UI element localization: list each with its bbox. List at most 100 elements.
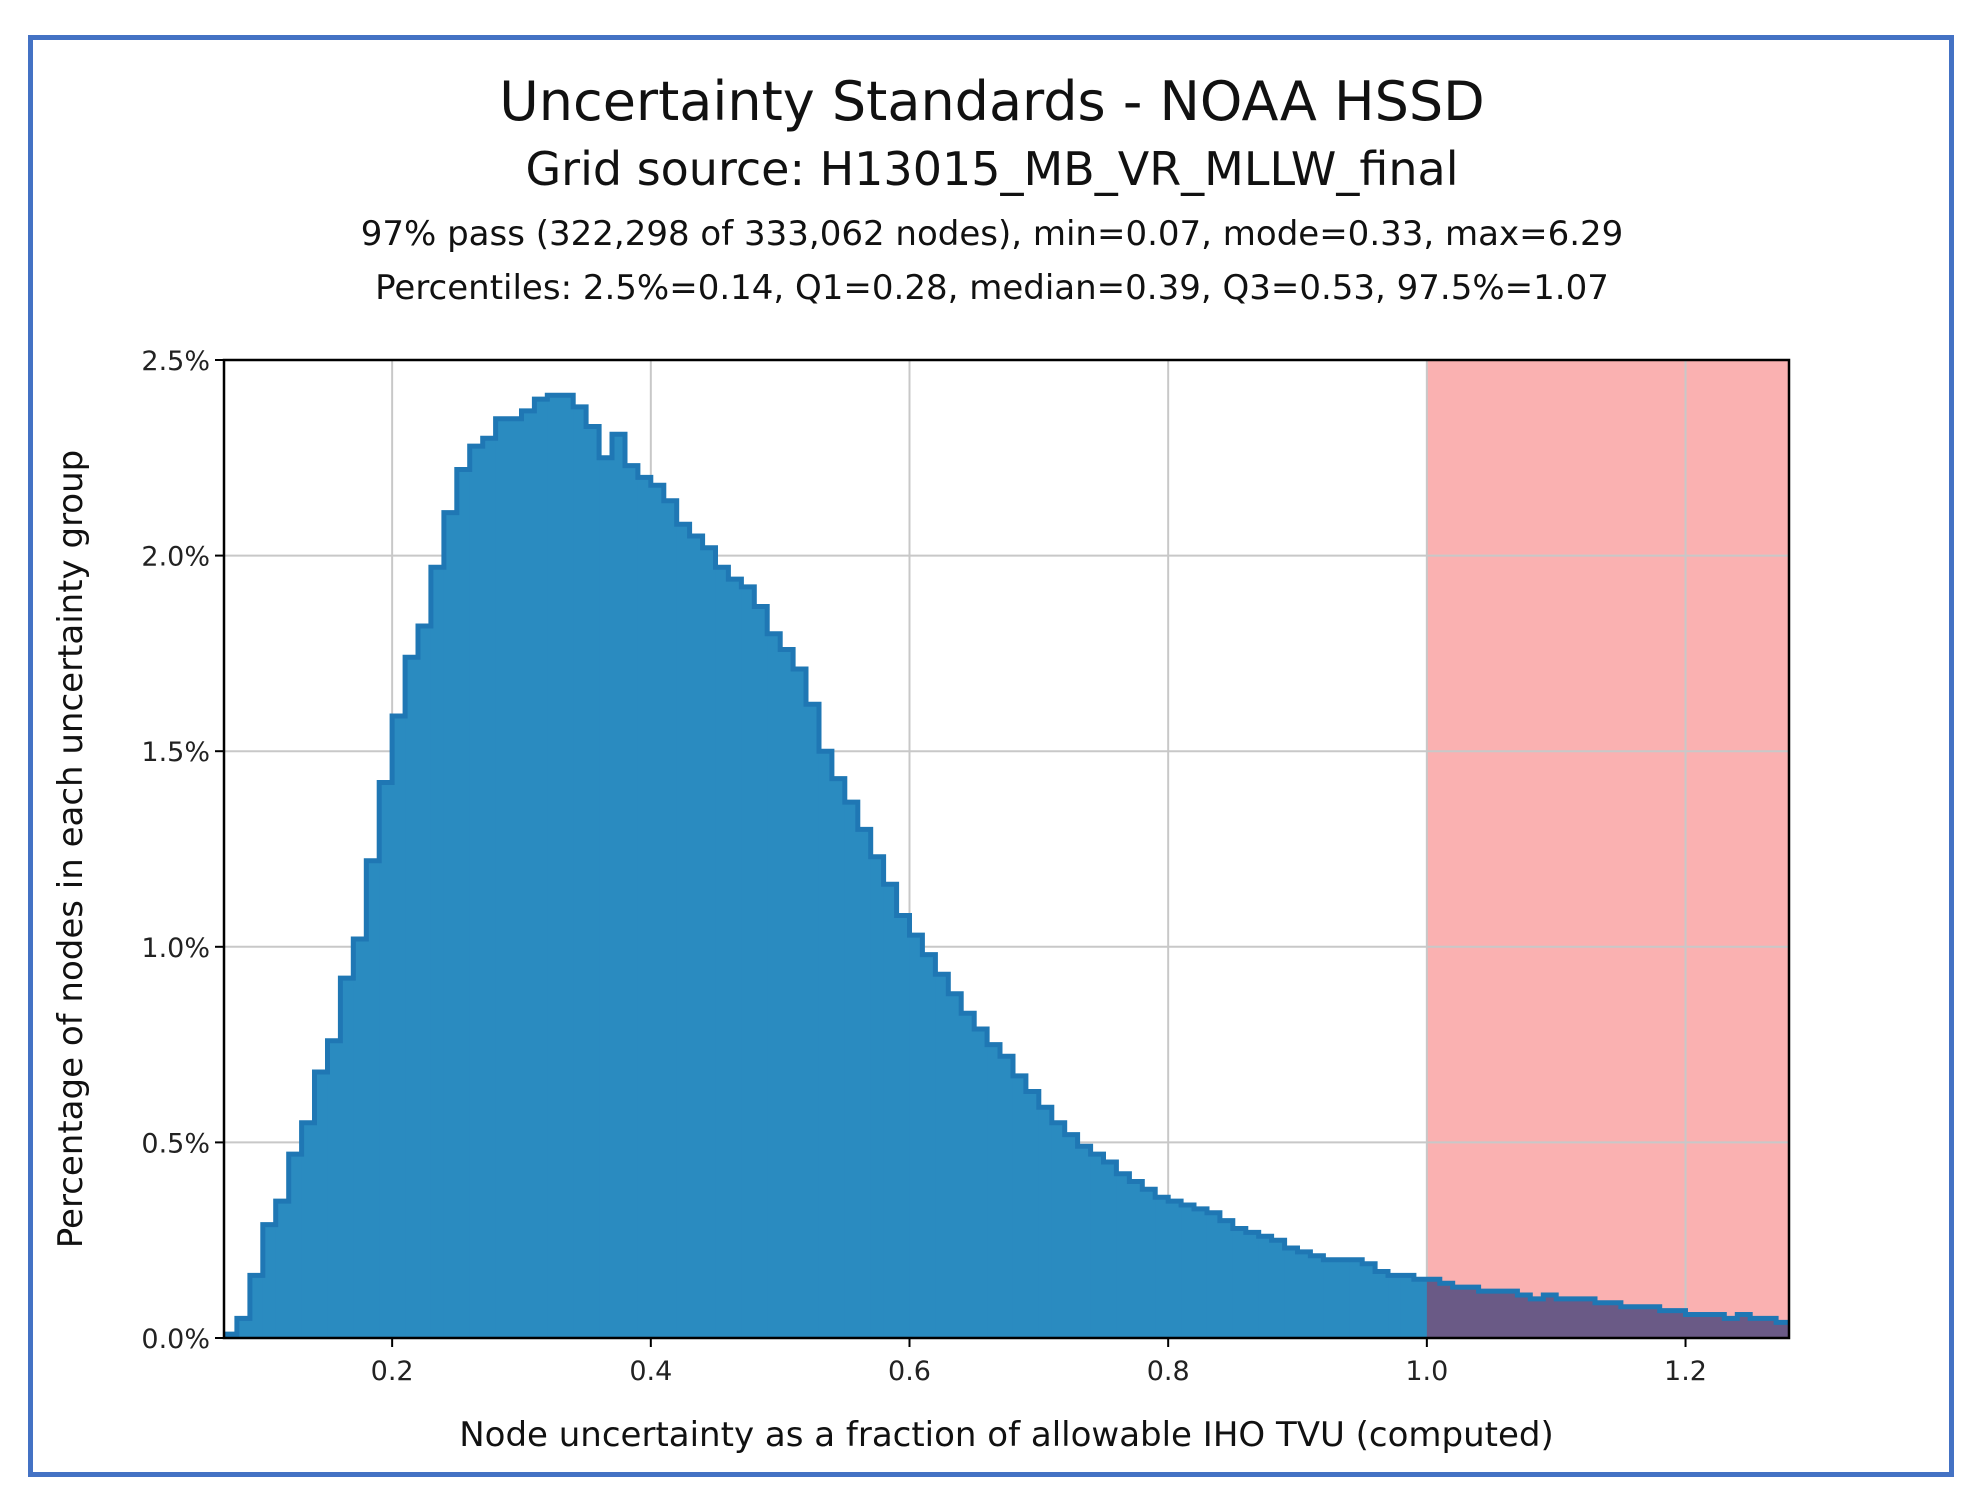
histogram-bar (301, 1122, 316, 1338)
histogram-bar (1763, 1318, 1777, 1338)
histogram-bar (689, 536, 704, 1338)
histogram-bar (1077, 1146, 1092, 1338)
y-tick-label: 0.5% (141, 1128, 210, 1159)
histogram-bar (1284, 1248, 1299, 1338)
histogram-bar (586, 426, 600, 1338)
histogram-bar (1310, 1255, 1324, 1338)
histogram-bar (1258, 1236, 1273, 1338)
histogram-bar (534, 399, 548, 1338)
histogram-bar (780, 649, 794, 1338)
histogram-bar (702, 547, 717, 1338)
histogram-bar (236, 1318, 251, 1338)
histogram-bar (1168, 1201, 1182, 1338)
histogram-bar (1181, 1204, 1195, 1338)
histogram-bar (1413, 1279, 1428, 1338)
histogram-bar (353, 938, 367, 1338)
histogram-bar (987, 1044, 1001, 1338)
histogram-bar (1698, 1314, 1712, 1338)
histogram-bar (1594, 1302, 1609, 1338)
histogram-bar (1012, 1075, 1027, 1338)
histogram-bar (1633, 1306, 1648, 1338)
histogram-bar (1038, 1107, 1053, 1338)
histogram-bar (1724, 1318, 1738, 1338)
y-tick-label: 2.5% (141, 346, 210, 377)
histogram-bar (1323, 1259, 1337, 1338)
histogram-bar (1569, 1298, 1583, 1338)
histogram-bar (857, 829, 872, 1338)
histogram-bar (1607, 1302, 1622, 1338)
x-tick-label: 0.6 (888, 1356, 931, 1387)
histogram-bar (560, 395, 574, 1338)
histogram-bar (1362, 1263, 1376, 1338)
histogram-bar (663, 500, 678, 1338)
histogram-bars (224, 392, 1803, 1338)
histogram-bar (405, 657, 419, 1338)
histogram-bar (573, 406, 587, 1338)
histogram-bar (1232, 1228, 1247, 1338)
histogram-bar (1478, 1291, 1493, 1338)
histogram-bar (418, 626, 432, 1338)
histogram-bar (844, 802, 859, 1338)
histogram-bar (1051, 1122, 1066, 1338)
histogram-bar (637, 477, 652, 1338)
histogram-bar (1517, 1294, 1531, 1338)
histogram-bar (1400, 1275, 1415, 1338)
chart-title: Uncertainty Standards - NOAA HSSD (499, 70, 1485, 133)
histogram-bar (1336, 1259, 1350, 1338)
histogram-bar (1491, 1291, 1506, 1338)
histogram-bar (961, 1013, 975, 1338)
histogram-bar (1388, 1275, 1402, 1338)
histogram-bar (1206, 1212, 1221, 1338)
x-tick-label: 0.2 (371, 1356, 414, 1387)
histogram-bar (1142, 1189, 1156, 1338)
x-axis-label: Node uncertainty as a fraction of allowa… (459, 1415, 1554, 1455)
histogram-bar (482, 438, 497, 1338)
chart-percentiles: Percentiles: 2.5%=0.14, Q1=0.28, median=… (375, 268, 1609, 308)
histogram-bar (1116, 1173, 1130, 1338)
histogram-outline (224, 392, 1789, 1338)
histogram-bar (495, 418, 510, 1338)
histogram-bar (1375, 1271, 1389, 1338)
histogram-bar (1582, 1298, 1596, 1338)
histogram-bar (948, 993, 962, 1338)
histogram-bar (1504, 1291, 1518, 1338)
histogram-bar (392, 715, 406, 1338)
histogram-bar (870, 856, 885, 1338)
histogram-bar (1672, 1310, 1687, 1338)
y-tick-label: 1.0% (141, 933, 210, 964)
histogram-bar (443, 512, 458, 1338)
histogram-bar (1530, 1298, 1544, 1338)
y-tick-label: 1.5% (141, 737, 210, 768)
histogram-bar (1090, 1154, 1105, 1338)
histogram-bar (831, 778, 846, 1338)
histogram-bar (430, 567, 445, 1338)
histogram-bar (249, 1275, 264, 1338)
histogram-bar (469, 446, 484, 1338)
histogram-bar (741, 586, 755, 1338)
histogram-bar (935, 974, 949, 1338)
histogram-bar (1452, 1287, 1467, 1338)
chart-subtitle: Grid source: H13015_MB_VR_MLLW_final (525, 142, 1459, 196)
histogram-bar (1129, 1181, 1143, 1338)
histogram-bar (974, 1028, 988, 1338)
histogram-bar (1194, 1208, 1208, 1338)
histogram-bar (1103, 1161, 1118, 1338)
histogram-bar (1465, 1287, 1480, 1338)
histogram-bar (1219, 1220, 1234, 1338)
histogram-bar (676, 524, 691, 1338)
histogram-bar (1426, 1279, 1441, 1338)
histogram-bar (754, 606, 768, 1338)
fail-region (1426, 360, 1789, 1338)
histogram-bar (1297, 1251, 1312, 1338)
x-tick-label: 1.2 (1664, 1356, 1707, 1387)
histogram-bar (715, 567, 730, 1338)
histogram-bar (922, 954, 936, 1338)
histogram-bar (547, 395, 561, 1338)
histogram-bar (728, 579, 742, 1338)
histogram-bar (262, 1224, 277, 1338)
histogram-bar (1789, 1322, 1803, 1338)
histogram-bar (896, 915, 911, 1338)
histogram-bar (1025, 1091, 1040, 1338)
histogram-bar (314, 1071, 329, 1338)
